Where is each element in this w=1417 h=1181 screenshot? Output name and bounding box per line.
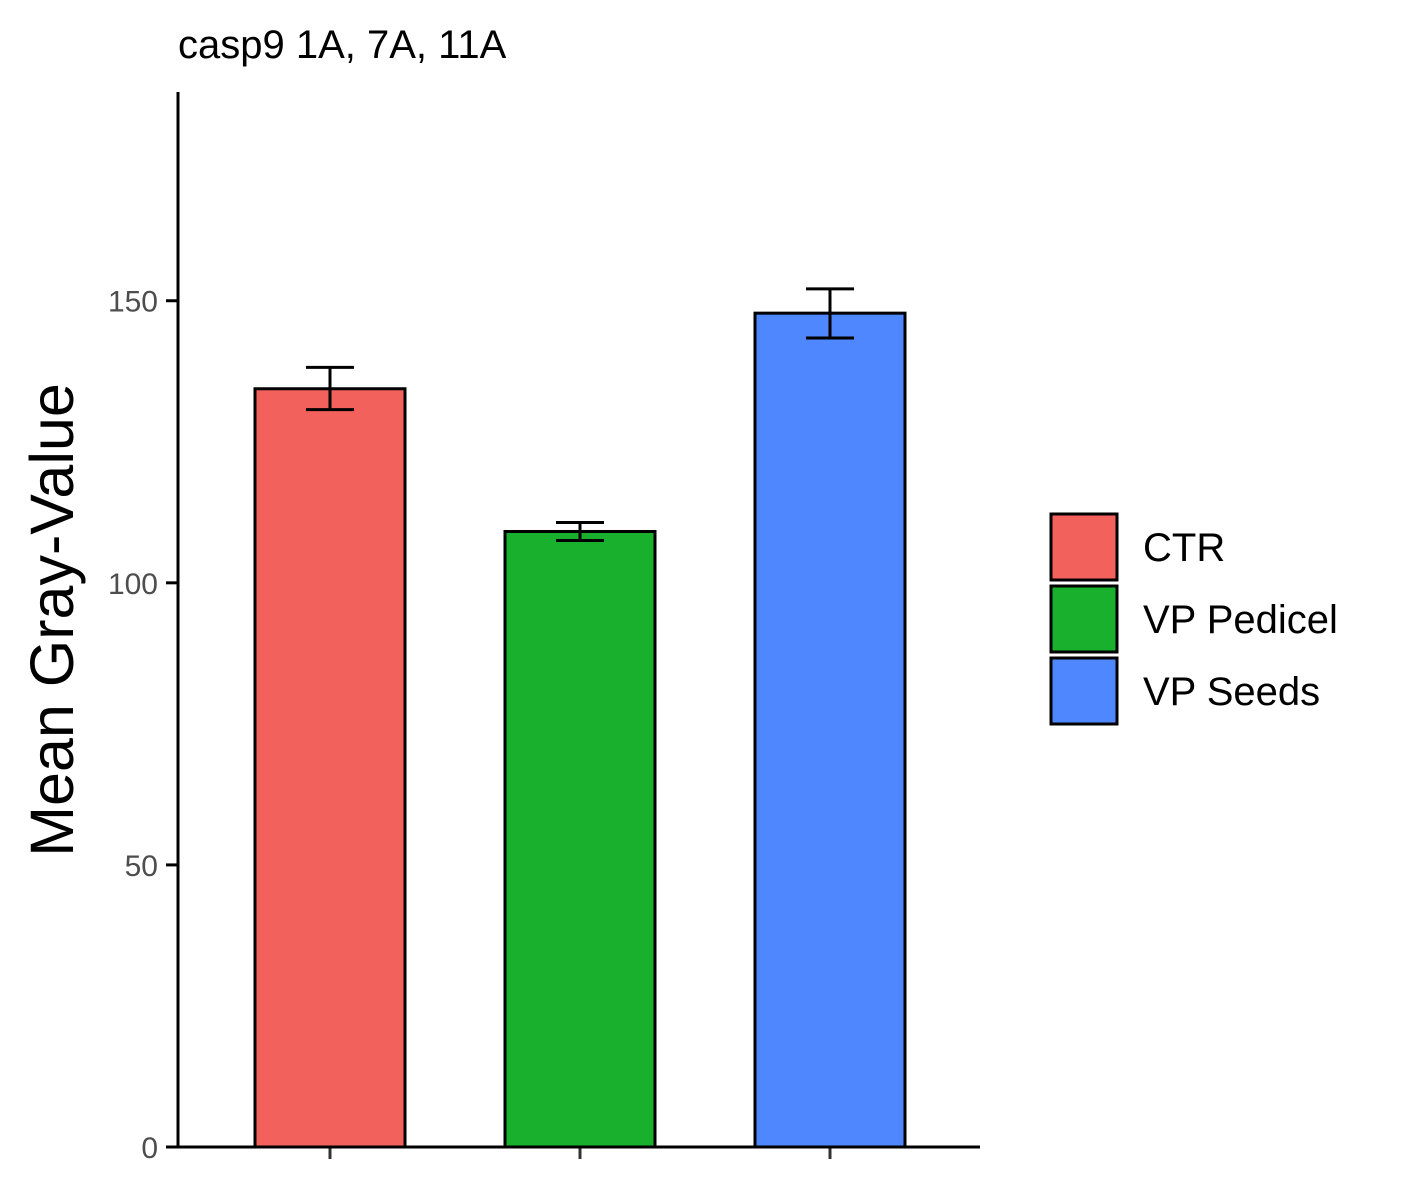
y-tick-label-0: 0 [141,1132,158,1165]
bar-ctr [253,387,407,1149]
y-tick-label-50: 50 [125,850,158,883]
bar-vp-seeds [753,311,907,1149]
legend-key-vp-seeds [1049,656,1119,726]
legend-label-vp-seeds: VP Seeds [1143,670,1320,714]
chart-title: casp9 1A, 7A, 11A [178,23,507,67]
y-tick-label-100: 100 [108,568,158,601]
y-axis-label: Mean Gray-Value [18,383,86,857]
legend-key-ctr [1049,512,1119,582]
legend-key-vp-pedicel [1049,584,1119,654]
legend-label-vp-pedicel: VP Pedicel [1143,598,1338,642]
plot-area: 0 50 100 150 [108,286,907,1165]
legend: CTR VP Pedicel VP Seeds [1049,512,1338,726]
bar-vp-pedicel [503,529,657,1149]
y-tick-label-150: 150 [108,286,158,319]
legend-label-ctr: CTR [1143,526,1225,570]
